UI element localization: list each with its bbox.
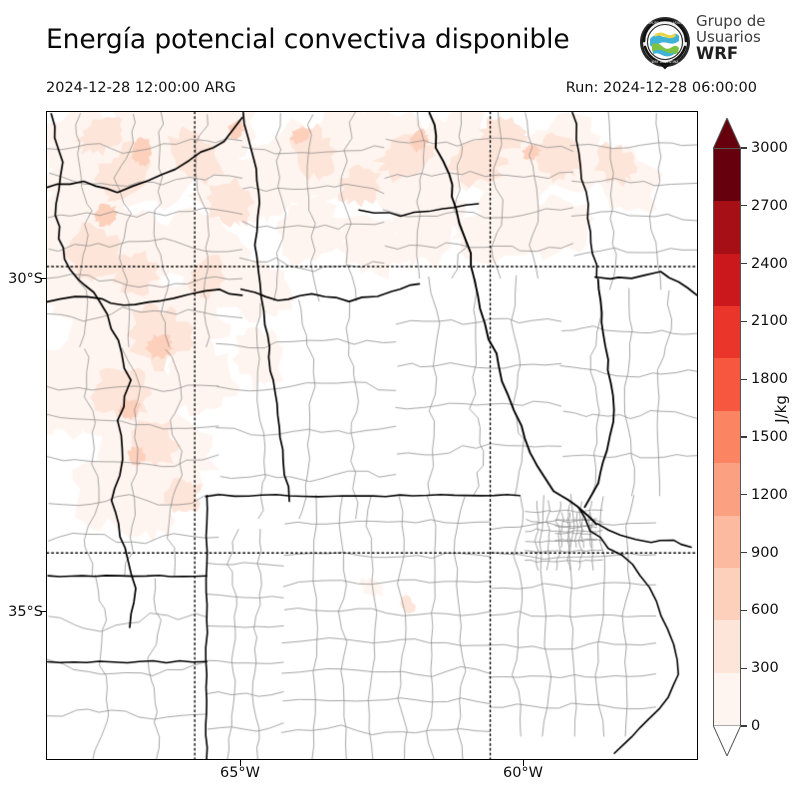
page-title: Energía potencial convectiva disponible	[46, 24, 570, 55]
colorbar-tick-900	[741, 551, 747, 554]
colorbar-gradient	[713, 148, 741, 726]
colorbar-band-1	[714, 620, 740, 673]
colorbar-band-9	[714, 201, 740, 254]
colorbar-tick-2400	[741, 262, 747, 265]
colorbar-tick-0	[741, 725, 747, 727]
colorbar-band-2	[714, 567, 740, 621]
logo-line-2: Usuarios	[696, 27, 761, 46]
colorbar-tick-label-2700: 2700	[751, 197, 788, 214]
lat-tick-mark-30s	[40, 278, 46, 280]
colorbar-tick-label-2100: 2100	[751, 313, 788, 330]
svg-text:GRUPO DE USUARIOS: GRUPO DE USUARIOS	[648, 21, 683, 25]
colorbar-band-6	[714, 358, 740, 411]
colorbar-band-4	[714, 463, 740, 516]
colorbar-band-5	[714, 410, 740, 464]
lat-tick-label-30s: 30°S	[8, 271, 43, 287]
colorbar-tick-label-0: 0	[751, 718, 761, 734]
colorbar-tick-label-1200: 1200	[751, 486, 788, 503]
logo-wordmark: Grupo de Usuarios WRF	[696, 12, 796, 64]
wrf-user-group-logo: GRUPO DE USUARIOS WRF ARGENTINA Grupo de…	[636, 13, 796, 75]
colorbar-under-arrow	[713, 725, 741, 756]
colorbar-tick-label-600: 600	[751, 602, 779, 619]
colorbar-band-10	[714, 149, 740, 202]
colorbar-tick-1500	[741, 436, 747, 438]
colorbar-band-7	[714, 306, 740, 359]
colorbar-tick-1200	[741, 494, 747, 496]
colorbar-tick-2700	[741, 205, 747, 207]
colorbar-band-3	[714, 515, 740, 568]
lon-tick-mark-65w	[240, 760, 242, 766]
colorbar: 0 300 600 900 1200 1500 1800 2100 2400 2700 3000 J…	[710, 111, 800, 760]
wrf-globe-emblem-icon: GRUPO DE USUARIOS WRF ARGENTINA	[640, 17, 690, 70]
svg-text:WRF ARGENTINA: WRF ARGENTINA	[652, 60, 680, 64]
valid-time-label: 2024-12-28 12:00:00 ARG	[46, 80, 236, 96]
colorbar-tick-label-2400: 2400	[751, 255, 788, 272]
colorbar-unit-label: J/kg	[771, 395, 790, 423]
logo-line-3: WRF	[696, 44, 739, 64]
colorbar-over-arrow	[713, 118, 741, 149]
header: Energía potencial convectiva disponible …	[0, 0, 800, 106]
lat-tick-label-35s: 35°S	[8, 604, 43, 620]
lon-tick-label-60w: 60°W	[502, 765, 544, 781]
lat-tick-mark-35s	[40, 611, 46, 613]
colorbar-tick-label-900: 900	[751, 544, 779, 561]
colorbar-band-8	[714, 253, 740, 307]
map-plot-area[interactable]	[46, 111, 698, 760]
cape-field-canvas	[47, 112, 697, 759]
colorbar-tick-300	[741, 667, 747, 669]
colorbar-tick-1800	[741, 378, 747, 380]
model-run-label: Run: 2024-12-28 06:00:00	[565, 80, 757, 96]
colorbar-tick-label-1500: 1500	[751, 429, 788, 445]
lon-tick-label-65w: 65°W	[219, 765, 261, 781]
logo-line-1: Grupo de	[696, 12, 766, 30]
colorbar-band-0	[714, 672, 740, 725]
colorbar-tick-label-1800: 1800	[751, 371, 788, 388]
colorbar-tick-2100	[741, 320, 747, 323]
lon-tick-mark-60w	[523, 760, 525, 766]
colorbar-tick-600	[741, 609, 747, 612]
colorbar-tick-3000	[741, 147, 747, 149]
colorbar-tick-label-300: 300	[751, 660, 779, 677]
colorbar-tick-label-3000: 3000	[751, 140, 788, 156]
